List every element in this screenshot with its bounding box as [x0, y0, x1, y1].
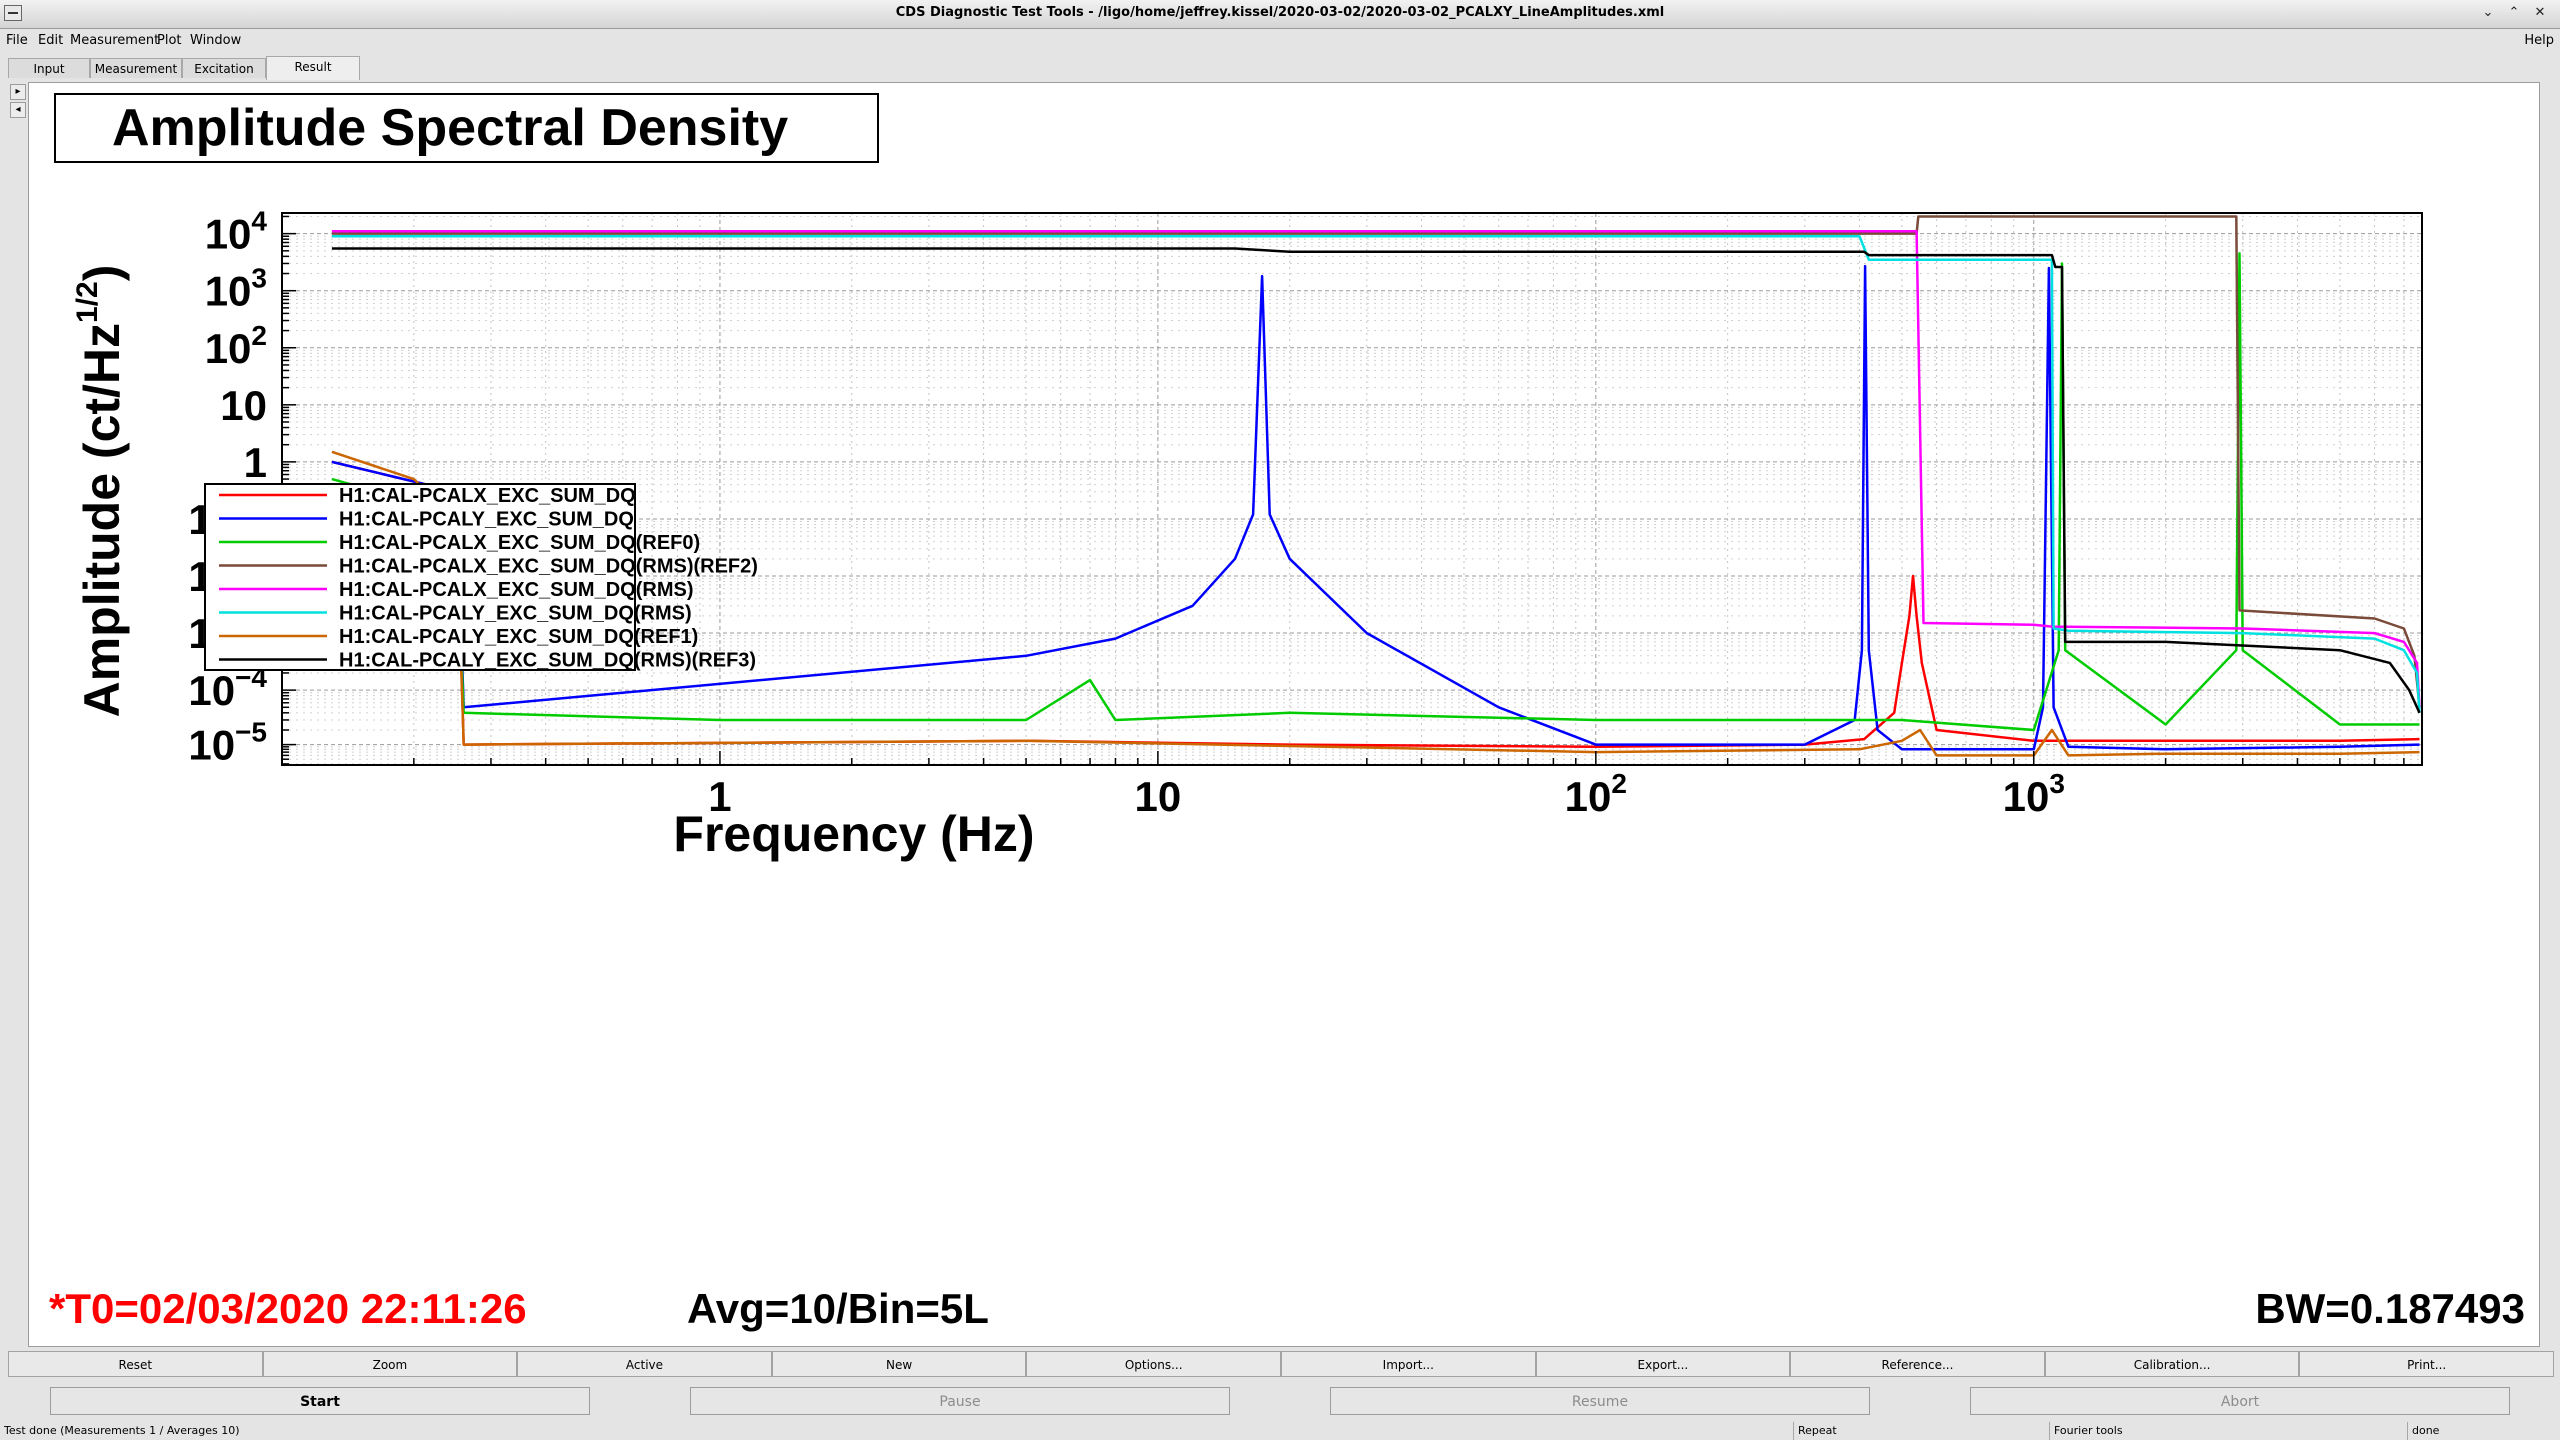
tab-measurement[interactable]: Measurement	[90, 58, 182, 78]
new-button[interactable]: New	[771, 1351, 1027, 1377]
active-button[interactable]: Active	[517, 1351, 772, 1377]
pause-button[interactable]: Pause	[690, 1387, 1230, 1415]
y-tick-label: 102	[205, 320, 267, 372]
legend-label: H1:CAL-PCALY_EXC_SUM_DQ(RMS)	[339, 603, 692, 625]
series-line-3	[331, 215, 2421, 708]
window-title: CDS Diagnostic Test Tools - /ligo/home/j…	[895, 5, 1665, 20]
series-line-4	[331, 230, 2421, 708]
x-tick-labels: 1 10 102 103	[708, 768, 2065, 820]
menu-bar: File Edit Measurement Plot Window Help	[0, 30, 2560, 52]
status-message: Test done (Measurements 1 / Averages 10)	[4, 1424, 240, 1437]
window-menu-icon[interactable]	[4, 5, 22, 21]
legend-label: H1:CAL-PCALX_EXC_SUM_DQ	[339, 485, 636, 507]
status-bar: Test done (Measurements 1 / Averages 10)…	[0, 1422, 2560, 1440]
legend[interactable]: H1:CAL-PCALX_EXC_SUM_DQH1:CAL-PCALY_EXC_…	[204, 483, 758, 672]
run-control-row: Start Pause Resume Abort	[0, 1387, 2560, 1417]
menu-measurement[interactable]: Measurement	[70, 33, 160, 48]
resume-button[interactable]: Resume	[1330, 1387, 1870, 1415]
menu-window[interactable]: Window	[190, 33, 242, 48]
averages-readout: Avg=10/Bin=5L	[687, 1285, 989, 1332]
legend-label: H1:CAL-PCALX_EXC_SUM_DQ(REF0)	[339, 532, 700, 554]
y-tick-label: 1	[244, 439, 267, 486]
x-tick-label: 10	[1135, 773, 1182, 820]
abort-button[interactable]: Abort	[1970, 1387, 2510, 1415]
bandwidth-readout: BW=0.187493	[2255, 1285, 2525, 1332]
chart-title: Amplitude Spectral Density	[54, 93, 879, 163]
x-tick-label: 1	[708, 773, 731, 820]
y-axis-title-close: )	[74, 265, 130, 282]
legend-label: H1:CAL-PCALX_EXC_SUM_DQ(RMS)	[339, 579, 693, 601]
tab-excitation[interactable]: Excitation	[182, 58, 266, 78]
menu-plot[interactable]: Plot	[157, 33, 182, 48]
y-tick-label: 10−5	[188, 717, 267, 769]
expand-arrow-icon[interactable]: ▸	[10, 84, 26, 100]
legend-label: H1:CAL-PCALX_EXC_SUM_DQ(RMS)(REF2)	[339, 556, 758, 578]
series-lines	[331, 215, 2421, 757]
y-tick-label: 104	[205, 206, 268, 258]
minimize-icon[interactable]: ⌄	[2482, 5, 2494, 20]
tab-input[interactable]: Input	[8, 58, 90, 78]
legend-label: H1:CAL-PCALY_EXC_SUM_DQ(RMS)(REF3)	[339, 650, 756, 672]
y-tick-label: 10	[220, 382, 267, 429]
start-button[interactable]: Start	[50, 1387, 590, 1415]
calibration-button[interactable]: Calibration...	[2044, 1351, 2300, 1377]
plot-button-row: Reset Zoom Active New Options... Import... Exp…	[8, 1351, 2554, 1377]
tab-bar: Input Measurement Excitation Result	[0, 56, 2560, 80]
y-axis-title-main: Amplitude (ct/Hz	[74, 323, 130, 717]
zoom-button[interactable]: Zoom	[262, 1351, 518, 1377]
legend-items: H1:CAL-PCALX_EXC_SUM_DQH1:CAL-PCALY_EXC_…	[219, 485, 758, 672]
plot-pad[interactable]: Amplitude Spectral Density 104 103 102 10 1 1…	[28, 82, 2540, 1347]
reference-button[interactable]: Reference...	[1790, 1351, 2045, 1377]
series-line-7	[331, 247, 2421, 714]
x-tick-label: 103	[2003, 768, 2065, 820]
status-repeat: Repeat	[1793, 1422, 2049, 1440]
status-tool: Fourier tools	[2049, 1422, 2407, 1440]
pad-selector: ▸ ◂	[10, 84, 26, 120]
x-tick-label: 102	[1565, 768, 1627, 820]
tab-result[interactable]: Result	[266, 56, 360, 80]
y-tick-label: 103	[205, 263, 267, 315]
menu-edit[interactable]: Edit	[38, 33, 64, 48]
legend-box	[204, 483, 636, 671]
export-button[interactable]: Export...	[1535, 1351, 1791, 1377]
options-button[interactable]: Options...	[1026, 1351, 1281, 1377]
legend-label: H1:CAL-PCALY_EXC_SUM_DQ(REF1)	[339, 626, 698, 648]
close-icon[interactable]: ✕	[2534, 5, 2546, 20]
maximize-icon[interactable]: ⌃	[2508, 5, 2520, 20]
t0-readout: *T0=02/03/2020 22:11:26	[49, 1285, 527, 1332]
legend-label: H1:CAL-PCALY_EXC_SUM_DQ	[339, 509, 634, 531]
import-button[interactable]: Import...	[1281, 1351, 1536, 1377]
y-axis-title: Amplitude (ct/Hz1/2)	[71, 265, 130, 718]
series-line-1	[331, 264, 2420, 751]
print-button[interactable]: Print...	[2299, 1351, 2554, 1377]
status-state: done	[2407, 1422, 2560, 1440]
menu-help[interactable]: Help	[2524, 33, 2554, 48]
x-axis-title: Frequency (Hz)	[673, 806, 1034, 862]
window-title-bar: CDS Diagnostic Test Tools - /ligo/home/j…	[0, 0, 2560, 29]
reset-button[interactable]: Reset	[8, 1351, 263, 1377]
y-axis-title-sup: 1/2	[71, 281, 104, 323]
menu-file[interactable]: File	[6, 33, 28, 48]
collapse-arrow-icon[interactable]: ◂	[10, 102, 26, 118]
